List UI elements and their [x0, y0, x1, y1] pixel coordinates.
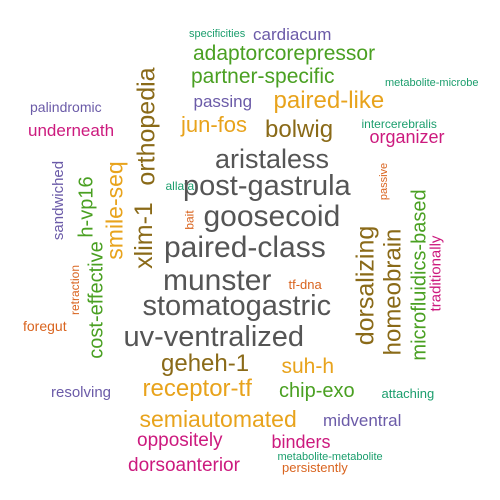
- word-homeobrain: homeobrain: [378, 228, 406, 356]
- word-xlim-1: xlim-1: [129, 201, 158, 269]
- word-resolving: resolving: [51, 383, 112, 401]
- word-aristaless: aristaless: [215, 143, 330, 174]
- word-persistently: persistently: [282, 459, 348, 475]
- word-paired-like: paired-like: [273, 87, 385, 114]
- word-bolwig: bolwig: [265, 116, 334, 143]
- word-palindromic: palindromic: [30, 99, 102, 115]
- word-suh-h: suh-h: [281, 354, 335, 378]
- word-h-vp16: h-vp16: [75, 176, 98, 238]
- word-receptor-tf: receptor-tf: [142, 375, 252, 402]
- word-dorsalizing: dorsalizing: [351, 225, 380, 345]
- word-chip-exo: chip-exo: [279, 380, 355, 402]
- word-specificities: specificities: [189, 27, 246, 40]
- word-dorsoanterior: dorsoanterior: [128, 454, 240, 476]
- word-adaptorcorepressor: adaptorcorepressor: [193, 41, 376, 65]
- word-post-gastrula: post-gastrula: [183, 169, 351, 202]
- word-orthopedia: orthopedia: [132, 66, 161, 186]
- word-microfluidics-based: microfluidics-based: [408, 189, 431, 361]
- word-passing: passing: [193, 91, 253, 111]
- word-paired-class: paired-class: [164, 231, 326, 264]
- word-attaching: attaching: [381, 385, 435, 401]
- word-jun-fos: jun-fos: [181, 112, 248, 137]
- word-foregut: foregut: [23, 318, 67, 334]
- word-semiautomated: semiautomated: [139, 405, 297, 432]
- word-geheh-1: geheh-1: [161, 350, 250, 377]
- word-goosecoid: goosecoid: [203, 200, 341, 233]
- word-oppositely: oppositely: [137, 429, 223, 451]
- word-underneath: underneath: [28, 120, 115, 140]
- word-metabolite-microbe: metabolite-microbe: [385, 76, 479, 89]
- word-traditionally: traditionally: [427, 235, 445, 311]
- word-allata: allata: [165, 179, 195, 193]
- word-cost-effective: cost-effective: [85, 241, 108, 359]
- word-binders: binders: [271, 432, 331, 452]
- word-retraction: retraction: [68, 264, 83, 316]
- word-cardiacum: cardiacum: [253, 24, 332, 44]
- word-intercerebralis: intercerebralis: [361, 117, 437, 131]
- word-organizer: organizer: [369, 127, 445, 147]
- word-munster: munster: [163, 264, 272, 297]
- word-bait: bait: [182, 210, 197, 230]
- word-passive: passive: [377, 162, 390, 200]
- word-tf-dna: tf-dna: [288, 276, 322, 292]
- word-stomatogastric: stomatogastric: [142, 289, 332, 322]
- word-midventral: midventral: [323, 410, 402, 430]
- word-uv-ventralized: uv-ventralized: [123, 320, 305, 353]
- word-metabolite-metabolite: metabolite-metabolite: [277, 450, 383, 463]
- word-sandwiched: sandwiched: [49, 160, 67, 240]
- word-partner-specific: partner-specific: [191, 64, 335, 88]
